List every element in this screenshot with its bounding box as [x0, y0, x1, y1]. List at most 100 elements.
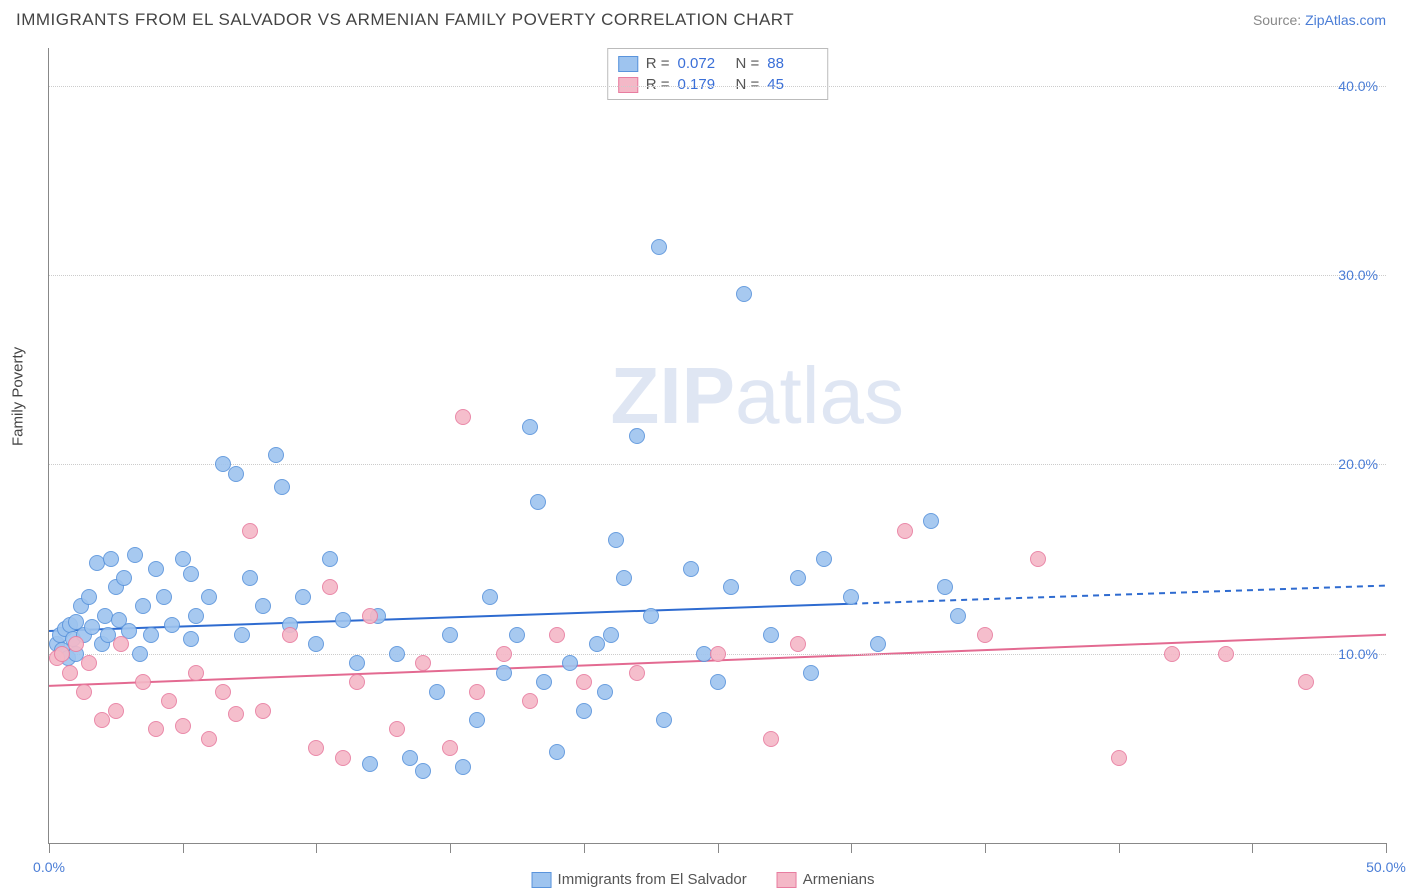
data-point [335, 612, 351, 628]
data-point [897, 523, 913, 539]
data-point [389, 646, 405, 662]
data-point [522, 419, 538, 435]
x-tick [985, 843, 986, 853]
data-point [603, 627, 619, 643]
legend-label: Armenians [803, 871, 875, 888]
data-point [81, 589, 97, 605]
data-point [127, 547, 143, 563]
data-point [1218, 646, 1234, 662]
x-tick [316, 843, 317, 853]
source-label: Source: ZipAtlas.com [1253, 12, 1386, 28]
data-point [763, 731, 779, 747]
data-point [322, 551, 338, 567]
data-point [1030, 551, 1046, 567]
y-tick-label: 30.0% [1338, 267, 1378, 283]
data-point [937, 579, 953, 595]
y-axis-label: Family Poverty [10, 347, 27, 446]
data-point [335, 750, 351, 766]
data-point [175, 718, 191, 734]
data-point [576, 674, 592, 690]
legend-item: Immigrants from El Salvador [532, 871, 747, 888]
data-point [576, 703, 592, 719]
gridline [49, 275, 1386, 276]
data-point [81, 655, 97, 671]
legend-label: Immigrants from El Salvador [558, 871, 747, 888]
data-point [156, 589, 172, 605]
data-point [1298, 674, 1314, 690]
x-tick [851, 843, 852, 853]
data-point [442, 627, 458, 643]
data-point [62, 665, 78, 681]
data-point [188, 608, 204, 624]
data-point [608, 532, 624, 548]
x-tick [718, 843, 719, 853]
y-tick-label: 40.0% [1338, 78, 1378, 94]
data-point [148, 561, 164, 577]
x-tick [450, 843, 451, 853]
gridline [49, 86, 1386, 87]
data-point [268, 447, 284, 463]
y-tick-label: 20.0% [1338, 456, 1378, 472]
data-point [736, 286, 752, 302]
x-tick [49, 843, 50, 853]
data-point [349, 674, 365, 690]
data-point [183, 566, 199, 582]
data-point [1111, 750, 1127, 766]
x-tick [1386, 843, 1387, 853]
data-point [164, 617, 180, 633]
data-point [656, 712, 672, 728]
data-point [84, 619, 100, 635]
data-point [509, 627, 525, 643]
data-point [549, 744, 565, 760]
data-point [103, 551, 119, 567]
scatter-plot: ZIPatlas R =0.072N =88R =0.179N =45 10.0… [48, 48, 1386, 844]
x-tick-label: 0.0% [33, 859, 65, 875]
data-point [76, 684, 92, 700]
data-point [442, 740, 458, 756]
data-point [522, 693, 538, 709]
data-point [295, 589, 311, 605]
watermark: ZIPatlas [611, 350, 904, 442]
data-point [274, 479, 290, 495]
stats-row: R =0.179N =45 [618, 74, 818, 95]
data-point [135, 598, 151, 614]
data-point [415, 655, 431, 671]
data-point [616, 570, 632, 586]
data-point [215, 684, 231, 700]
data-point [108, 703, 124, 719]
data-point [389, 721, 405, 737]
data-point [870, 636, 886, 652]
data-point [651, 239, 667, 255]
data-point [228, 706, 244, 722]
x-tick [183, 843, 184, 853]
data-point [201, 589, 217, 605]
data-point [710, 674, 726, 690]
chart-title: IMMIGRANTS FROM EL SALVADOR VS ARMENIAN … [16, 10, 794, 30]
x-tick-label: 50.0% [1366, 859, 1406, 875]
data-point [455, 759, 471, 775]
data-point [183, 631, 199, 647]
data-point [803, 665, 819, 681]
data-point [242, 570, 258, 586]
data-point [790, 636, 806, 652]
data-point [415, 763, 431, 779]
data-point [282, 627, 298, 643]
data-point [255, 703, 271, 719]
data-point [469, 684, 485, 700]
legend-swatch [618, 77, 638, 93]
data-point [763, 627, 779, 643]
data-point [643, 608, 659, 624]
x-tick [1252, 843, 1253, 853]
legend-item: Armenians [777, 871, 875, 888]
data-point [723, 579, 739, 595]
data-point [68, 636, 84, 652]
data-point [597, 684, 613, 700]
data-point [629, 665, 645, 681]
source-link[interactable]: ZipAtlas.com [1305, 12, 1386, 28]
series-legend: Immigrants from El Salvador Armenians [532, 871, 875, 888]
data-point [349, 655, 365, 671]
data-point [455, 409, 471, 425]
data-point [683, 561, 699, 577]
data-point [843, 589, 859, 605]
y-tick-label: 10.0% [1338, 646, 1378, 662]
